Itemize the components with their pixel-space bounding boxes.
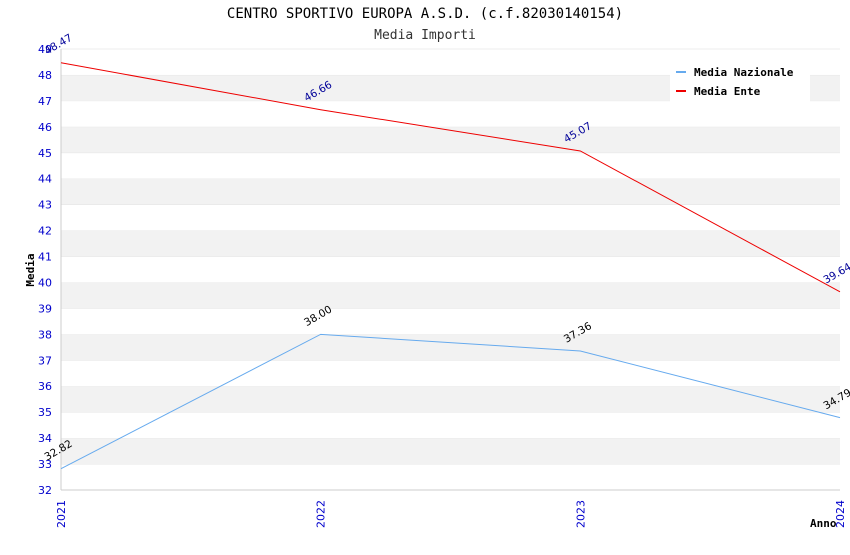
grid-band — [61, 205, 840, 231]
chart-title: CENTRO SPORTIVO EUROPA A.S.D. (c.f.82030… — [227, 6, 623, 22]
y-tick-label: 46 — [38, 121, 52, 134]
grid-band — [61, 464, 840, 490]
grid-band — [61, 153, 840, 179]
y-tick-label: 37 — [38, 354, 52, 367]
grid-band — [61, 360, 840, 386]
grid-band — [61, 231, 840, 257]
grid-band — [61, 438, 840, 464]
y-tick-label: 40 — [38, 276, 52, 289]
grid-band — [61, 308, 840, 334]
y-tick-label: 41 — [38, 251, 52, 264]
grid-band — [61, 257, 840, 283]
grid-band — [61, 101, 840, 127]
y-tick-label: 39 — [38, 302, 52, 315]
y-tick-label: 47 — [38, 95, 52, 108]
legend-label: Media Nazionale — [694, 66, 794, 79]
grid-band — [61, 334, 840, 360]
grid-band — [61, 282, 840, 308]
y-axis-title: Media — [24, 253, 37, 286]
y-tick-label: 35 — [38, 406, 52, 419]
y-tick-label: 42 — [38, 225, 52, 238]
legend-label: Media Ente — [694, 85, 761, 98]
legend: Media Nazionale Media Ente — [670, 60, 810, 102]
grid-bands — [61, 49, 840, 490]
chart-subtitle: Media Importi — [374, 28, 476, 43]
y-tick-label: 44 — [38, 173, 52, 186]
x-tick-label: 2022 — [315, 500, 328, 528]
y-tick-label: 43 — [38, 199, 52, 212]
y-tick-label: 32 — [38, 484, 52, 497]
x-axis-title: Anno — [810, 517, 837, 530]
y-tick-label: 38 — [38, 328, 52, 341]
x-tick-label: 2021 — [55, 500, 68, 528]
grid-band — [61, 412, 840, 438]
y-tick-label: 34 — [38, 432, 52, 445]
grid-band — [61, 179, 840, 205]
y-tick-label: 48 — [38, 69, 52, 82]
x-tick-label: 2023 — [574, 500, 587, 528]
y-tick-label: 36 — [38, 380, 52, 393]
y-tick-label: 45 — [38, 147, 52, 160]
